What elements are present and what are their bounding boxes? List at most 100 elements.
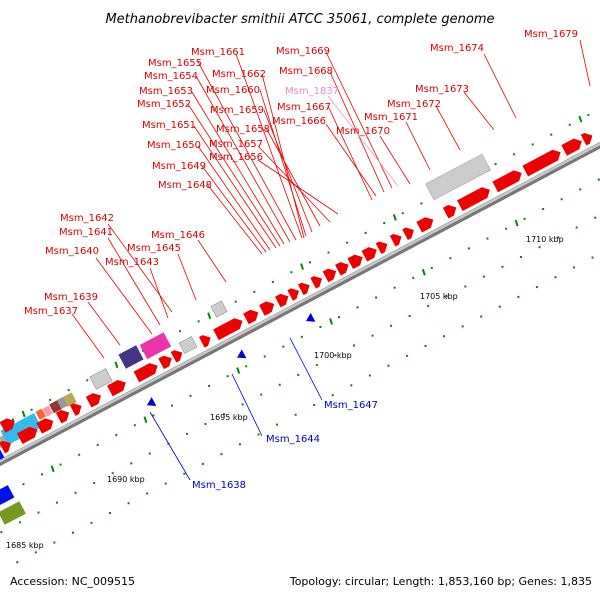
- tick-mark: [523, 217, 526, 220]
- tick-mark: [597, 178, 600, 181]
- gene-track: [0, 153, 491, 525]
- tick-mark: [519, 256, 522, 259]
- tick-mark: [498, 305, 501, 308]
- leader-line-reverse: [149, 411, 191, 481]
- leader-line: [579, 39, 591, 87]
- tick-mark: [364, 231, 367, 234]
- leader-line: [261, 73, 305, 239]
- leader-line: [327, 105, 373, 201]
- gene-label-pseudo: Msm_1837: [285, 86, 339, 97]
- tick-mark: [538, 246, 541, 249]
- forward-gene-arrow: [580, 132, 593, 146]
- forward-gene-arrow: [0, 440, 11, 454]
- gene-block-magenta: [139, 332, 172, 360]
- forward-gene-arrow: [198, 335, 211, 348]
- tick-mark: [146, 492, 149, 495]
- forward-genes: [0, 132, 593, 454]
- gene-block-grey-d: [425, 153, 491, 201]
- forward-gene-arrow: [389, 234, 402, 247]
- tick-mark: [74, 491, 77, 494]
- tick-mark: [241, 403, 244, 406]
- tick-mark: [53, 541, 56, 544]
- forward-gene-arrow: [85, 393, 102, 408]
- tick-mark: [245, 365, 248, 368]
- major-tick: [207, 312, 212, 320]
- tick-mark: [253, 290, 256, 293]
- gene-label: Msm_1641: [59, 227, 113, 238]
- tick-mark: [383, 222, 386, 225]
- tick-mark: [445, 295, 448, 298]
- tick-mark: [331, 394, 334, 397]
- gene-label: Msm_1642: [60, 213, 114, 224]
- leader-line: [107, 223, 173, 313]
- tick-mark: [420, 202, 423, 205]
- leader-line: [329, 71, 385, 193]
- gene-label: Msm_1648: [158, 180, 212, 191]
- gene-label: Msm_1673: [415, 84, 469, 95]
- forward-gene-arrow: [375, 241, 388, 255]
- leader-line: [257, 145, 331, 223]
- scale-label: 1690 kbp: [107, 475, 145, 484]
- label-leaders: [71, 39, 591, 481]
- gene-block-navy: [118, 345, 144, 369]
- gene-block-pink: [42, 405, 53, 417]
- tick-mark: [575, 226, 578, 229]
- tick-mark: [531, 143, 534, 146]
- tick-mark: [542, 208, 545, 211]
- tick-mark: [234, 300, 237, 303]
- tick-mark: [67, 389, 70, 392]
- tick-mark: [290, 271, 293, 274]
- tick-mark: [449, 257, 452, 260]
- gene-label: Msm_1660: [206, 85, 260, 96]
- forward-gene-arrow: [107, 380, 126, 397]
- forward-gene-arrow: [361, 247, 377, 262]
- gene-label: Msm_1666: [272, 116, 326, 127]
- major-tick: [114, 361, 119, 369]
- gene-label: Msm_1649: [152, 161, 206, 172]
- tick-mark: [337, 316, 340, 319]
- gene-label: Msm_1679: [524, 29, 578, 40]
- tick-mark: [297, 373, 300, 376]
- tick-mark: [467, 247, 470, 250]
- tick-mark: [393, 286, 396, 289]
- tick-mark: [313, 403, 316, 406]
- gene-label: Msm_1661: [191, 47, 245, 58]
- tick-mark: [560, 198, 563, 201]
- tick-mark: [319, 325, 322, 328]
- tick-mark: [517, 295, 520, 298]
- forward-gene-arrow: [0, 418, 15, 433]
- forward-gene-arrow: [170, 350, 183, 363]
- leader-line: [259, 89, 307, 237]
- tick-mark: [276, 423, 279, 426]
- gene-block-grey-a: [89, 368, 113, 390]
- tick-mark: [390, 324, 393, 327]
- tick-mark: [109, 512, 112, 515]
- tick-mark: [257, 433, 260, 436]
- tick-mark: [78, 453, 81, 456]
- forward-gene-arrow: [287, 288, 300, 301]
- leader-line: [197, 145, 271, 251]
- leader-line-reverse: [289, 337, 323, 401]
- forward-gene-arrow: [36, 418, 54, 434]
- tick-mark: [308, 261, 311, 264]
- genome-summary-text: Topology: circular; Length: 1,853,160 bp…: [289, 575, 592, 588]
- leader-line: [379, 135, 411, 185]
- tick-mark: [204, 423, 207, 426]
- leader-line: [405, 121, 431, 171]
- forward-gene-arrow: [457, 187, 490, 211]
- tick-mark: [133, 424, 136, 427]
- gene-label: Msm_1654: [144, 71, 198, 82]
- tick-marks: [0, 113, 600, 564]
- leader-line: [257, 159, 339, 215]
- gene-label-reverse: Msm_1638: [192, 480, 246, 491]
- gene-label: Msm_1667: [277, 102, 331, 113]
- reverse-gene-arrow: [305, 312, 316, 322]
- leader-line: [197, 239, 227, 283]
- major-tick: [236, 367, 241, 374]
- tick-mark: [34, 551, 37, 554]
- tick-mark: [96, 443, 99, 446]
- tick-mark: [443, 335, 446, 338]
- tick-mark: [550, 133, 553, 136]
- tick-mark: [375, 296, 378, 299]
- gene-block-grey-b: [178, 336, 198, 354]
